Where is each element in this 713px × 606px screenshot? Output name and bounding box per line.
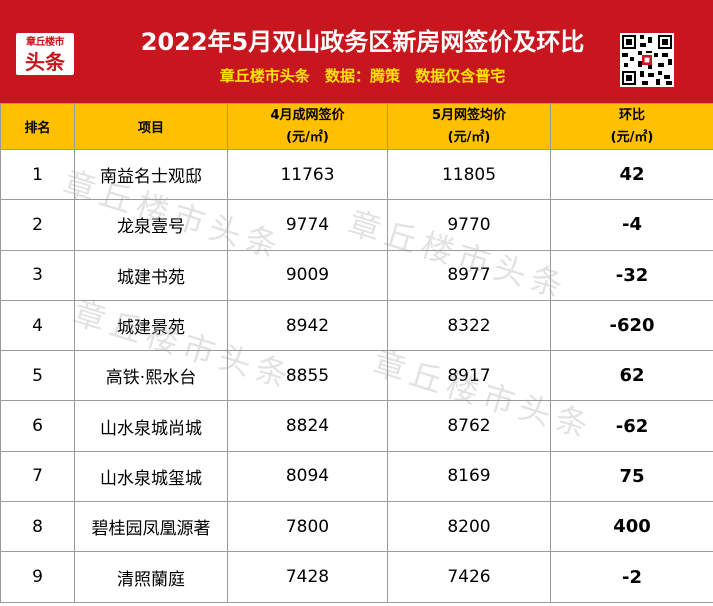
- table-row: 9 清照蘭庭 7428 7426 -2: [0, 551, 713, 603]
- cell-may-price: 9770: [387, 199, 551, 251]
- col-header-change-unit: (元/㎡): [610, 129, 654, 145]
- cell-april-price: 8942: [227, 299, 388, 352]
- logo-line1: 章丘楼市: [26, 37, 65, 48]
- cell-may-price: 8917: [387, 350, 551, 402]
- cell-project: 南益名士观邸: [74, 148, 228, 201]
- cell-project: 龙泉壹号: [74, 199, 228, 251]
- cell-rank: 1: [0, 148, 75, 201]
- table-row: 6 山水泉城尚城 8824 8762 -62: [0, 400, 713, 452]
- cell-april-price: 7428: [227, 551, 388, 603]
- col-header-change-label: 环比: [618, 107, 645, 123]
- cell-change: 400: [550, 501, 713, 553]
- cell-april-price: 8824: [227, 400, 388, 452]
- page-title: 2022年5月双山政务区新房网签价及环比: [140, 28, 585, 56]
- source-label: 章丘楼市头条: [219, 67, 310, 85]
- cell-change: -2: [550, 551, 713, 603]
- logo-line2: 头条: [25, 50, 65, 74]
- page-subtitle: 章丘楼市头条 数据：腾策 数据仅含普宅: [80, 65, 645, 87]
- cell-change: -32: [550, 249, 713, 301]
- cell-may-price: 7426: [387, 551, 551, 603]
- col-header-april: 4月成网签价 (元/㎡): [227, 103, 388, 150]
- cell-rank: 2: [0, 199, 75, 251]
- cell-change: 42: [550, 148, 713, 201]
- table-header-row: 排名 项目 4月成网签价 (元/㎡) 5月网签均价 (元/㎡) 环比 (元/㎡): [0, 103, 713, 150]
- cell-change: 75: [550, 450, 713, 503]
- cell-project: 高铁·熙水台: [74, 350, 228, 402]
- cell-change: -620: [550, 299, 713, 352]
- cell-rank: 6: [0, 400, 75, 452]
- cell-rank: 9: [0, 551, 75, 603]
- table-row: 4 城建景苑 8942 8322 -620: [0, 299, 713, 352]
- table-row: 8 碧桂园凤凰源著 7800 8200 400: [0, 501, 713, 553]
- cell-may-price: 11805: [387, 148, 551, 201]
- cell-project: 城建景苑: [74, 299, 228, 352]
- header-banner: 章丘楼市 头条 2022年5月双山政务区新房网签价及环比 章丘楼市头条 数据：腾…: [0, 0, 713, 103]
- cell-rank: 4: [0, 299, 75, 352]
- cell-may-price: 8977: [387, 249, 551, 301]
- col-header-project: 项目: [74, 103, 228, 150]
- table-row: 5 高铁·熙水台 8855 8917 62: [0, 350, 713, 402]
- cell-april-price: 7800: [227, 501, 388, 553]
- cell-project: 山水泉城尚城: [74, 400, 228, 452]
- table-row: 3 城建书苑 9009 8977 -32: [0, 249, 713, 301]
- cell-april-price: 11763: [227, 148, 388, 201]
- data-source-label: 数据：腾策: [324, 67, 400, 85]
- cell-rank: 8: [0, 501, 75, 553]
- col-header-change: 环比 (元/㎡): [550, 103, 713, 150]
- table-row: 7 山水泉城玺城 8094 8169 75: [0, 450, 713, 503]
- cell-project: 碧桂园凤凰源著: [74, 501, 228, 553]
- cell-may-price: 8762: [387, 400, 551, 452]
- table-row: 1 南益名士观邸 11763 11805 42: [0, 148, 713, 201]
- col-header-may: 5月网签均价 (元/㎡): [387, 103, 551, 150]
- cell-project: 山水泉城玺城: [74, 450, 228, 503]
- cell-project: 城建书苑: [74, 249, 228, 301]
- cell-change: 62: [550, 350, 713, 402]
- cell-april-price: 9009: [227, 249, 388, 301]
- cell-rank: 5: [0, 350, 75, 402]
- table-row: 2 龙泉壹号 9774 9770 -4: [0, 199, 713, 251]
- col-header-april-unit: (元/㎡): [286, 129, 329, 145]
- cell-april-price: 8094: [227, 450, 388, 503]
- col-header-rank: 排名: [0, 103, 75, 150]
- scope-note: 数据仅含普宅: [415, 67, 506, 85]
- cell-change: -4: [550, 199, 713, 251]
- cell-project: 清照蘭庭: [74, 551, 228, 603]
- cell-april-price: 9774: [227, 199, 388, 251]
- cell-may-price: 8169: [387, 450, 551, 503]
- cell-rank: 3: [0, 249, 75, 301]
- qr-code-icon: [620, 33, 674, 87]
- cell-rank: 7: [0, 450, 75, 503]
- cell-april-price: 8855: [227, 350, 388, 402]
- cell-may-price: 8200: [387, 501, 551, 553]
- brand-logo: 章丘楼市 头条: [16, 33, 74, 75]
- cell-may-price: 8322: [387, 299, 551, 352]
- col-header-may-unit: (元/㎡): [447, 129, 491, 145]
- price-table: 排名 项目 4月成网签价 (元/㎡) 5月网签均价 (元/㎡) 环比 (元/㎡)…: [0, 103, 713, 603]
- col-header-may-label: 5月网签均价: [431, 107, 507, 123]
- cell-change: -62: [550, 400, 713, 452]
- col-header-april-label: 4月成网签价: [270, 107, 345, 123]
